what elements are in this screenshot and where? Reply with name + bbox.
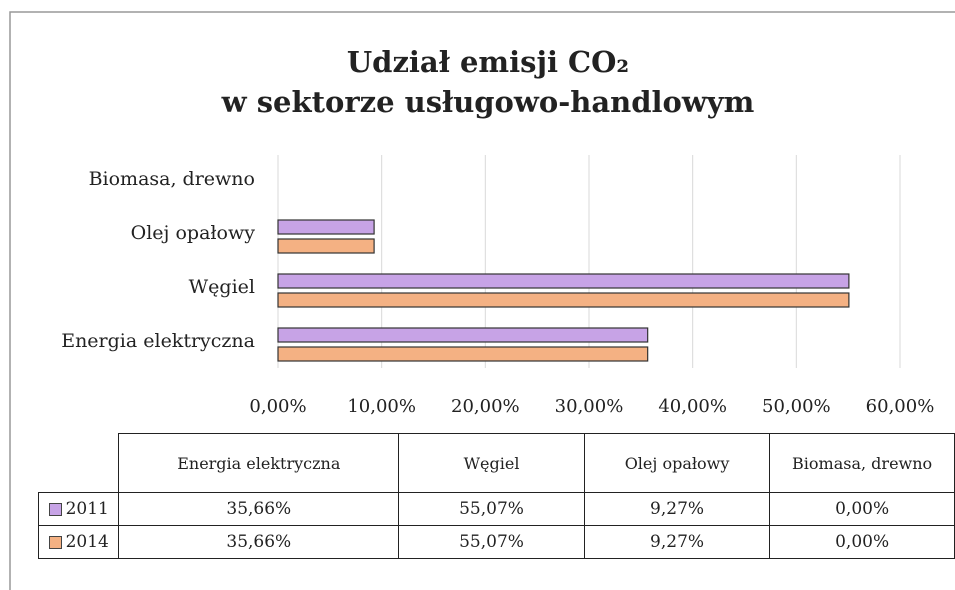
- chart-title: w sektorze usługowo-handlowym: [221, 85, 755, 119]
- table-value: 35,66%: [118, 525, 400, 559]
- bar: [277, 273, 850, 289]
- bar: [277, 346, 649, 362]
- table-row: 2014 35,66% 55,07% 9,27% 0,00%: [37, 525, 955, 559]
- category-label: Węgiel: [189, 276, 255, 298]
- bar: [277, 238, 375, 254]
- data-table: Energia elektryczna Węgiel Olej opałowy Bio…: [37, 433, 955, 559]
- legend-cell: 2011: [37, 492, 120, 526]
- x-tick-label: 50,00%: [762, 396, 831, 417]
- table-value: 0,00%: [769, 492, 955, 526]
- x-tick-label: 60,00%: [866, 396, 935, 417]
- table-header-row: Energia elektryczna Węgiel Olej opałowy Bio…: [38, 433, 955, 493]
- bar: [277, 327, 649, 343]
- table-header: Węgiel: [398, 433, 585, 493]
- bar: [277, 292, 850, 308]
- table-value: 0,00%: [769, 525, 955, 559]
- table-value: 55,07%: [398, 492, 585, 526]
- x-tick-label: 20,00%: [451, 396, 520, 417]
- table-value: 9,27%: [583, 525, 771, 559]
- table-value: 9,27%: [583, 492, 771, 526]
- chart-title: Udział emisji CO₂: [347, 45, 629, 79]
- table-header: Olej opałowy: [583, 433, 771, 493]
- category-label: Olej opałowy: [131, 222, 256, 244]
- table-header: Energia elektryczna: [118, 433, 400, 493]
- bar: [277, 219, 375, 235]
- table-value: 35,66%: [118, 492, 400, 526]
- legend-label: 2014: [65, 532, 109, 552]
- table-value: 55,07%: [398, 525, 585, 559]
- table-header: Biomasa, drewno: [769, 433, 955, 493]
- legend-swatch: [48, 536, 62, 549]
- x-tick-label: 10,00%: [347, 396, 416, 417]
- legend-swatch: [48, 503, 62, 516]
- x-tick-label: 40,00%: [658, 396, 727, 417]
- category-label: Biomasa, drewno: [89, 168, 255, 190]
- chart-border: [9, 11, 955, 590]
- table-corner: [38, 433, 120, 493]
- legend-label: 2011: [65, 499, 109, 519]
- category-label: Energia elektryczna: [61, 330, 255, 352]
- x-tick-label: 0,00%: [249, 396, 306, 417]
- x-tick-label: 30,00%: [555, 396, 624, 417]
- legend-cell: 2014: [37, 525, 120, 559]
- table-row: 2011 35,66% 55,07% 9,27% 0,00%: [37, 492, 955, 526]
